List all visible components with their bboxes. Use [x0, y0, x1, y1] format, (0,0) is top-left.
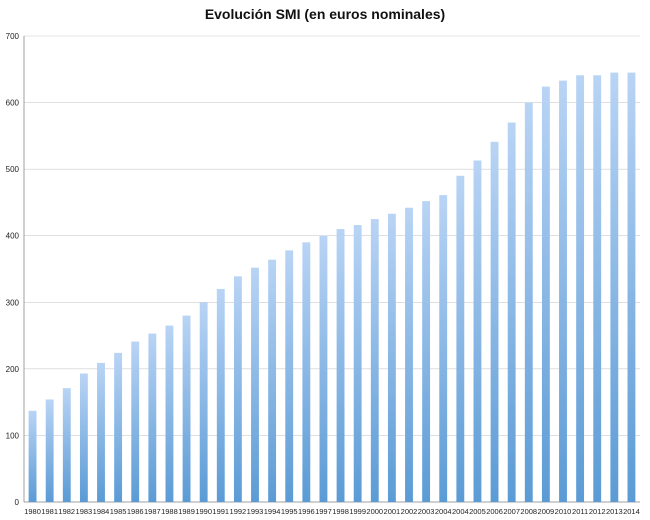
bar-1995: [285, 250, 294, 502]
y-tick-label: 500: [6, 165, 20, 174]
x-tick-label: 2004: [435, 507, 452, 516]
x-tick-label: 1986: [127, 507, 144, 516]
bar-2014: [627, 72, 636, 502]
bar-2003: [422, 201, 431, 502]
bar-1993: [251, 267, 259, 502]
x-tick-label: 1997: [315, 507, 332, 516]
bar-2008: [524, 102, 533, 503]
y-tick-label: 100: [6, 431, 20, 440]
y-tick-label: 700: [6, 32, 20, 41]
x-tick-label: 1989: [178, 507, 195, 516]
bar-2007: [507, 122, 516, 503]
x-tick-label: 1988: [161, 507, 178, 516]
x-tick-label: 2012: [589, 507, 606, 516]
bars: [28, 72, 636, 503]
x-tick-label: 1981: [41, 507, 58, 516]
bar-1994: [268, 259, 277, 502]
x-tick-label: 2006: [486, 507, 503, 516]
x-tick-label: 2004: [452, 507, 469, 516]
x-tick-label: 1985: [110, 507, 127, 516]
bar-1984: [97, 362, 105, 502]
y-tick-label: 600: [6, 99, 20, 108]
x-tick-label: 2013: [606, 507, 623, 516]
bar-2011: [576, 75, 585, 502]
x-tick-label: 2001: [384, 507, 401, 516]
x-tick-label: 1995: [281, 507, 298, 516]
x-tick-label: 2005: [469, 507, 486, 516]
bar-1990: [199, 302, 208, 502]
bar-1999: [353, 225, 362, 502]
bar-1998: [336, 229, 345, 503]
x-tick-label: 1980: [24, 507, 41, 516]
bar-1980: [28, 410, 37, 502]
x-tick-label: 2007: [503, 507, 520, 516]
x-tick-label: 1998: [332, 507, 349, 516]
bar-1987: [148, 333, 157, 502]
x-tick-label: 2002: [401, 507, 418, 516]
bar-2004: [439, 195, 448, 502]
bar-2005: [473, 160, 482, 502]
x-tick-label: 1999: [349, 507, 366, 516]
x-tick-label: 1984: [93, 507, 110, 516]
axes: [23, 36, 640, 503]
bar-2004-b: [456, 175, 465, 503]
bar-1988: [165, 325, 174, 502]
bar-1983: [79, 373, 88, 502]
bar-2002: [405, 207, 413, 503]
bar-2009: [541, 86, 550, 502]
y-tick-labels: 0 100 200 300 400 500 600 700: [6, 32, 20, 507]
bar-1985: [114, 352, 123, 502]
bar-2010: [559, 80, 567, 503]
x-tick-label: 2011: [572, 507, 588, 516]
bar-1992: [233, 276, 242, 502]
bar-1997: [319, 235, 328, 502]
x-tick-label: 2008: [520, 507, 537, 516]
bar-1989: [182, 315, 191, 502]
bar-2006: [490, 141, 499, 502]
x-tick-label: 2009: [538, 507, 555, 516]
bar-2000: [370, 219, 379, 503]
bar-1991: [216, 288, 225, 502]
bar-2012: [593, 75, 602, 502]
bar-2013: [610, 72, 619, 502]
y-tick-label: 0: [15, 498, 20, 507]
x-tick-label: 1991: [212, 507, 229, 516]
x-tick-label: 2003: [418, 507, 435, 516]
bar-1986: [131, 341, 140, 502]
x-tick-label: 2014: [623, 507, 640, 516]
x-tick-label: 1990: [195, 507, 212, 516]
x-tick-label: 1987: [144, 507, 161, 516]
bar-1996: [302, 242, 311, 502]
x-tick-label: 1994: [264, 507, 281, 516]
x-tick-label: 1982: [58, 507, 75, 516]
x-tick-label: 1996: [298, 507, 315, 516]
bar-1981: [45, 399, 54, 502]
y-tick-label: 300: [6, 298, 20, 307]
y-tick-label: 400: [6, 232, 20, 241]
x-tick-labels: 1980 1981 1982 1983 1984 1985 1986 1987 1988 1989…: [24, 507, 640, 516]
x-tick-label: 1992: [230, 507, 247, 516]
x-tick-label: 2000: [366, 507, 383, 516]
x-tick-label: 2010: [555, 507, 572, 516]
x-tick-label: 1983: [76, 507, 93, 516]
chart-title: Evolución SMI (en euros nominales): [204, 6, 446, 22]
x-tick-label: 1993: [247, 507, 264, 516]
bar-1982: [62, 388, 71, 502]
y-tick-label: 200: [6, 365, 20, 374]
bar-2001: [387, 213, 396, 502]
